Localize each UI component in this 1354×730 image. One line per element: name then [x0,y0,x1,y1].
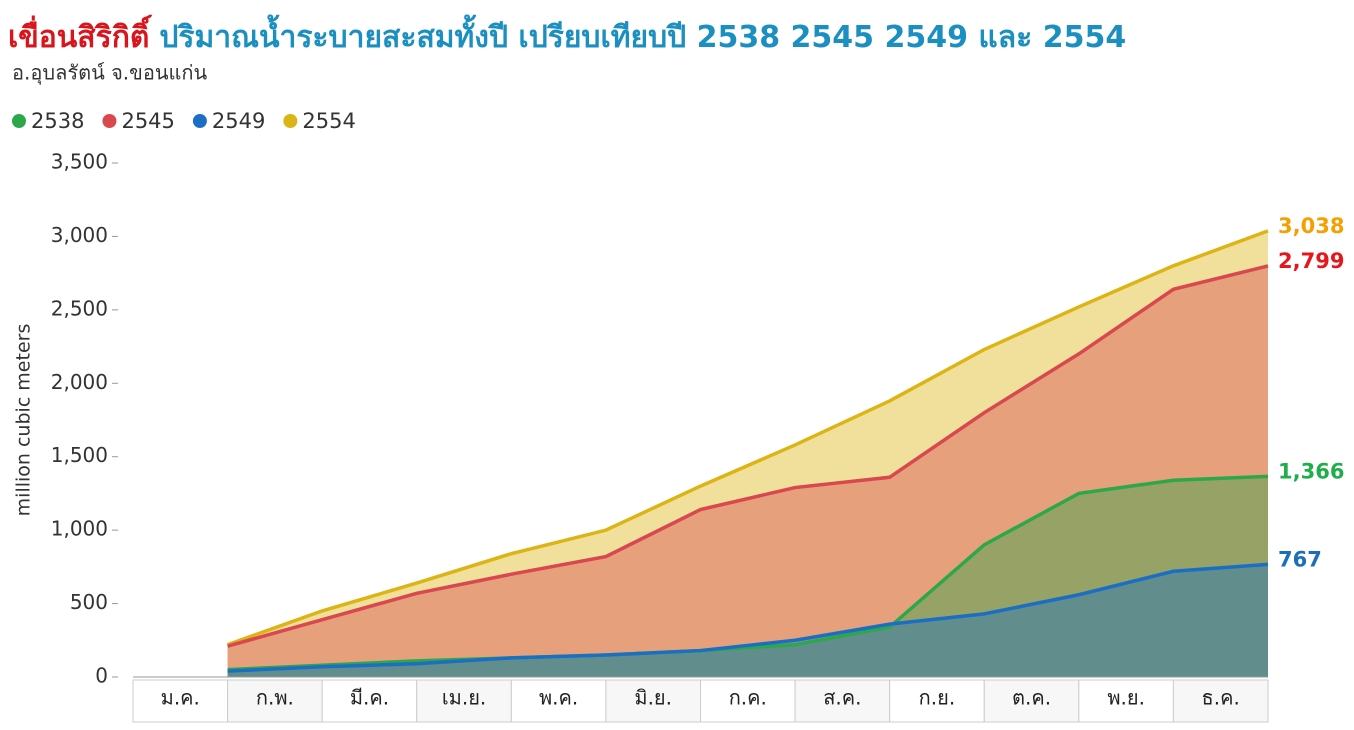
x-category-cell [1078,679,1174,723]
x-category-cell [889,679,985,723]
x-tick-label: ส.ค. [823,686,861,710]
x-tick-label: ก.ย. [919,686,956,710]
x-category-cell [1172,679,1269,723]
area [227,564,1268,677]
x-tick-label: ม.ค. [161,686,200,710]
y-axis-label: million cubic meters [13,324,35,517]
y-tick-label: 0 [95,664,108,688]
x-category-cell [794,679,891,723]
y-tick-label: 2,500 [51,296,108,320]
line [226,229,1269,647]
x-tick-label: ธ.ค. [1202,686,1240,710]
y-tick-label: 2,000 [51,370,108,394]
line [227,474,1269,672]
x-tick-label: ก.พ. [256,686,294,710]
end-label: 1,366 [1278,459,1344,483]
subtitle: อ.อุบลรัตน์ จ.ขอนแก่น [12,61,208,86]
y-tick-label: 500 [70,590,108,614]
legend-label: 2549 [212,109,265,133]
x-category-cell [700,679,796,723]
end-label: 3,038 [1278,214,1344,238]
end-label: 767 [1278,547,1322,571]
area [227,230,1268,677]
area [227,476,1268,677]
y-tick-label: 3,500 [51,150,108,174]
legend-marker [283,114,298,128]
line [227,264,1269,648]
x-category-cell [132,679,229,723]
area [227,265,1268,677]
x-tick-label: ก.ค. [729,686,767,710]
x-category-cell [605,679,702,723]
y-tick-label: 1,500 [51,443,108,467]
title-dam: เขื่อนสิริกิติ์ [8,14,153,55]
y-tick-label: 1,000 [51,517,108,541]
legend-label: 2554 [302,109,355,133]
legend-label: 2538 [31,109,84,133]
end-label: 2,799 [1278,249,1344,273]
legend-marker [192,114,207,128]
line [227,562,1269,673]
x-tick-label: มี.ค. [350,686,389,710]
x-tick-label: มิ.ย. [634,686,672,710]
x-category-cell [227,679,323,723]
x-tick-label: เม.ย. [442,686,486,710]
chart-title: เขื่อนสิริกิติ์ ปริมาณน้ำระบายสะสมทั้งปี … [8,14,1126,55]
title-rest: ปริมาณน้ำระบายสะสมทั้งปี เปรียบเทียบปี 2… [159,14,1126,55]
y-tick-label: 3,000 [51,223,108,247]
x-tick-label: พ.ค. [539,686,578,710]
x-tick-label: พ.ย. [1107,686,1145,710]
legend-marker [12,114,26,128]
legend-marker [102,114,117,128]
legend-label: 2545 [121,109,174,133]
x-tick-label: ต.ค. [1012,686,1051,710]
